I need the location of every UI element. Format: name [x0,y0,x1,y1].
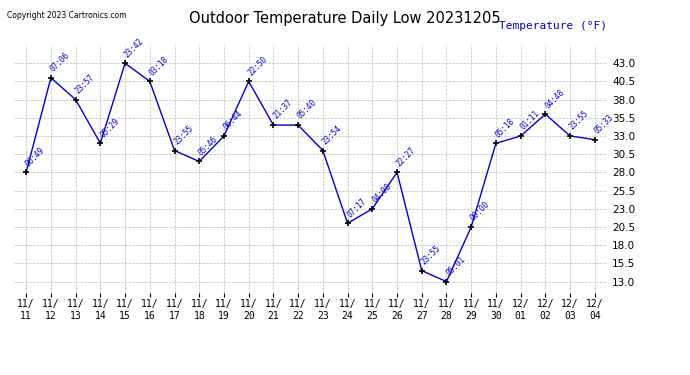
Text: Copyright 2023 Cartronics.com: Copyright 2023 Cartronics.com [7,11,126,20]
Text: 01:11: 01:11 [518,109,541,132]
Text: 05:18: 05:18 [494,116,516,139]
Text: 23:42: 23:42 [123,36,146,59]
Text: 05:01: 05:01 [444,255,467,278]
Text: 05:33: 05:33 [593,113,615,135]
Text: 22:50: 22:50 [246,54,269,77]
Text: 06:49: 06:49 [24,146,47,168]
Text: 05:40: 05:40 [296,98,319,121]
Text: 23:55: 23:55 [420,244,442,267]
Text: 23:55: 23:55 [568,109,591,132]
Text: 05:29: 05:29 [98,116,121,139]
Text: 23:57: 23:57 [73,73,96,95]
Text: 23:55: 23:55 [172,124,195,146]
Text: Outdoor Temperature Daily Low 20231205: Outdoor Temperature Daily Low 20231205 [189,11,501,26]
Text: 04:48: 04:48 [543,87,566,110]
Text: 04:08: 04:08 [370,182,393,205]
Text: 21:37: 21:37 [271,98,294,121]
Text: 07:17: 07:17 [346,196,368,219]
Text: 07:06: 07:06 [49,51,71,74]
Text: 06:44: 06:44 [221,109,244,132]
Text: 03:18: 03:18 [148,54,170,77]
Text: 05:46: 05:46 [197,135,219,157]
Text: 22:27: 22:27 [395,146,417,168]
Text: Temperature (°F): Temperature (°F) [499,21,607,32]
Text: 00:00: 00:00 [469,200,492,223]
Text: 23:54: 23:54 [321,124,344,146]
